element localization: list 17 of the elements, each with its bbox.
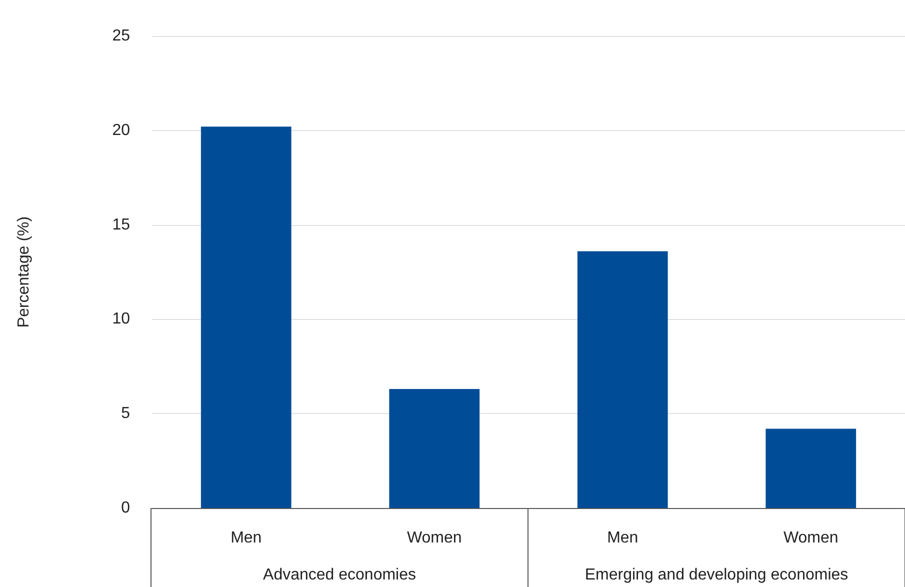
bar [200, 126, 292, 508]
x-tick-label: Women [783, 530, 838, 546]
y-tick-label: 15 [112, 216, 130, 234]
y-tick-label: 5 [121, 405, 130, 422]
y-tick-label: 20 [112, 122, 130, 139]
y-tick-label: 10 [112, 310, 130, 328]
y-tick-label: 0 [121, 500, 130, 516]
x-tick-label: Women [406, 530, 462, 546]
bar [766, 428, 856, 508]
text: Emerging and developing economies [584, 566, 848, 584]
y-tick-label: 25 [112, 28, 130, 44]
y-axis-title: Percentage (%) [16, 216, 32, 328]
x-tick-label: Men [607, 530, 638, 546]
x-tick-label: Men [230, 530, 262, 546]
text: Advanced economies [263, 566, 416, 584]
bar [389, 389, 480, 508]
bar [577, 251, 668, 508]
